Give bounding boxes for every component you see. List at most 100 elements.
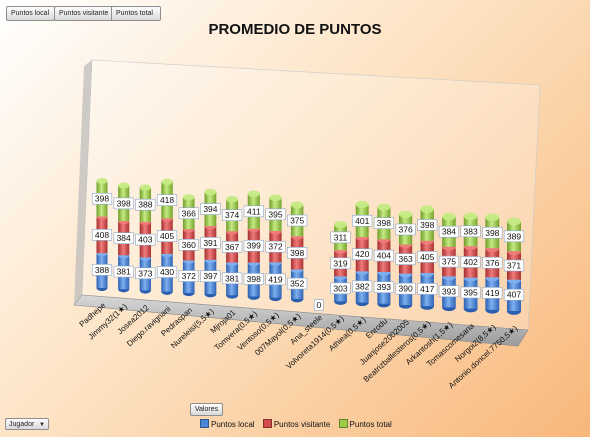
data-label: 397 — [203, 271, 217, 281]
data-label: 383 — [464, 226, 478, 236]
data-label-box — [373, 249, 394, 262]
data-label-box — [482, 226, 503, 239]
data-label-box — [395, 282, 416, 295]
bar-top-total — [420, 205, 434, 213]
data-label-box — [200, 203, 221, 215]
data-label-box — [265, 240, 286, 253]
data-label: 395 — [268, 209, 282, 219]
data-label: 405 — [420, 252, 434, 262]
bar-top-total — [118, 182, 130, 189]
data-label: 388 — [95, 265, 109, 275]
bar-top-total — [247, 190, 260, 198]
data-label-box — [482, 287, 503, 299]
legend-item-local: Puntos local — [200, 419, 255, 429]
bar-top-total — [507, 217, 521, 226]
data-label-box — [395, 253, 416, 265]
data-label: 373 — [138, 268, 152, 278]
data-label: 375 — [442, 257, 456, 267]
data-label-box — [135, 267, 156, 280]
legend-item-total: Puntos total — [338, 419, 392, 429]
data-label: 398 — [485, 228, 499, 238]
data-label: 303 — [333, 283, 347, 293]
data-label-box — [460, 256, 481, 268]
data-label: 393 — [442, 286, 456, 296]
data-label-box — [178, 270, 199, 282]
data-label: 430 — [160, 267, 174, 277]
data-label-box — [243, 205, 264, 218]
legend-label-visitante: Puntos visitante — [273, 420, 331, 429]
data-label: 394 — [203, 204, 217, 214]
data-label: 388 — [138, 200, 152, 210]
data-label: 372 — [268, 242, 282, 252]
data-label-box — [460, 225, 481, 238]
dropdown-arrow-icon[interactable]: ▼ — [39, 422, 45, 428]
data-label-box — [200, 237, 221, 249]
data-label: 398 — [117, 198, 131, 208]
data-label-box — [503, 230, 525, 243]
data-label-box — [156, 266, 178, 278]
data-label: 311 — [334, 232, 348, 242]
data-label: 363 — [398, 254, 412, 264]
bar-top-total — [398, 210, 413, 219]
data-label: 419 — [268, 274, 282, 284]
data-label: 408 — [95, 230, 109, 240]
data-label-box — [460, 286, 481, 299]
data-label-box — [243, 239, 264, 252]
legend-item-visitante: Puntos visitante — [262, 419, 331, 429]
jugador-field-label: Jugador — [9, 421, 35, 428]
data-label: 376 — [398, 224, 412, 234]
data-label-box — [156, 194, 178, 206]
values-field-button[interactable]: Valores — [190, 403, 223, 416]
bar-top-total — [269, 194, 282, 202]
data-label-box — [243, 273, 264, 285]
data-label-box — [265, 273, 286, 286]
data-label-box — [330, 282, 351, 295]
data-label: 403 — [138, 235, 152, 245]
data-label: 381 — [117, 267, 131, 277]
field-button-puntos-total[interactable]: Puntos total — [111, 6, 161, 21]
data-label-box — [91, 264, 113, 276]
data-label: 398 — [95, 194, 109, 204]
data-label: 404 — [377, 251, 391, 261]
bar-top-total — [290, 201, 304, 209]
legend-swatch-local — [200, 419, 209, 428]
data-label: 419 — [485, 288, 499, 298]
data-label-box — [287, 247, 308, 259]
data-label: 411 — [247, 206, 261, 216]
data-label: 398 — [290, 248, 304, 258]
bar-top-total — [139, 184, 152, 191]
data-label-box — [438, 285, 460, 298]
data-label-box — [417, 251, 438, 263]
data-label: 372 — [182, 271, 196, 281]
data-label: 360 — [182, 240, 196, 250]
data-label-box — [438, 225, 460, 238]
data-label: 381 — [225, 273, 239, 283]
data-label-box — [113, 265, 134, 278]
data-label-box — [178, 207, 199, 220]
data-label-box — [373, 281, 394, 294]
data-label: 366 — [182, 208, 196, 218]
data-label: 375 — [290, 216, 304, 226]
data-label: 352 — [290, 279, 304, 289]
data-label-box — [200, 270, 221, 283]
data-label-box — [330, 231, 351, 244]
bar-top-total — [355, 200, 369, 209]
data-label: 402 — [464, 257, 478, 267]
data-label: 384 — [442, 227, 456, 237]
data-label-box — [222, 272, 243, 285]
data-label: 405 — [160, 231, 174, 241]
jugador-field-button[interactable]: Jugador ▼ — [5, 418, 49, 430]
data-label: 376 — [485, 258, 499, 268]
data-label-box — [438, 255, 460, 268]
data-label: 395 — [464, 288, 478, 298]
data-label: 393 — [377, 282, 391, 292]
data-label-box — [330, 257, 351, 270]
bar-top-total — [334, 221, 347, 229]
bar-top-total — [442, 212, 456, 221]
data-label-box — [352, 280, 373, 293]
data-label: 391 — [203, 238, 217, 248]
bar-top-total — [182, 194, 195, 201]
data-label: 319 — [333, 258, 347, 268]
data-label-box — [503, 259, 525, 272]
